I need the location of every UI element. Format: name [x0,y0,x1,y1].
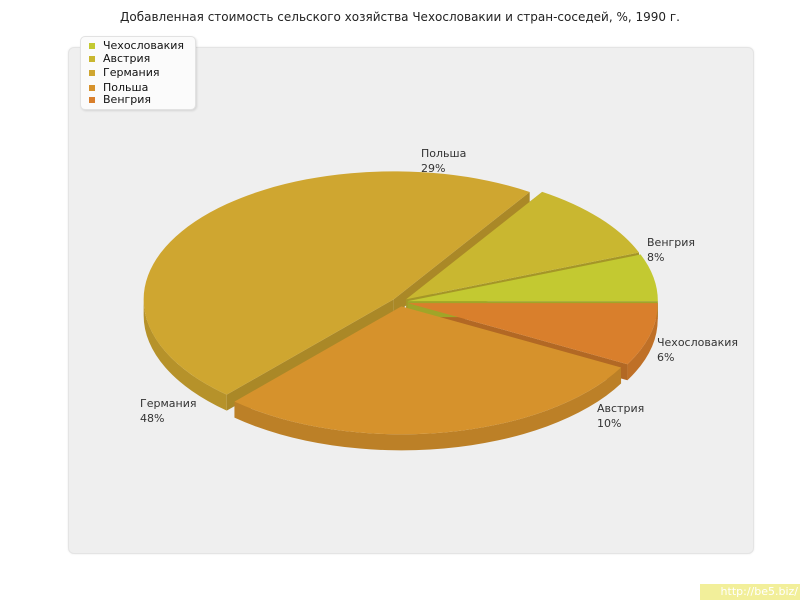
slice-label-value: 29% [421,162,446,175]
chart-title: Добавленная стоимость сельского хозяйств… [120,10,680,24]
slice-label-hungary: Венгрия 8% [647,235,695,265]
slice-label-name: Венгрия [647,236,696,249]
slice-label-austria: Австрия 10% [597,401,644,431]
legend-swatch [89,56,95,62]
legend-label: Польша [103,81,149,94]
slice-label-czechoslovakia: Чехословакия 6% [657,335,738,365]
legend-swatch [89,97,95,103]
slice-label-value: 10% [597,417,622,430]
slice-label-name: Германия [140,397,197,410]
slice-label-value: 48% [140,412,165,425]
slice-label-value: 8% [647,251,665,264]
pie-slice [407,303,658,365]
slice-label-name: Чехословакия [657,336,738,349]
pie-slice [407,254,658,302]
legend-label: Чехословакия [103,39,184,52]
pie-slice [406,191,639,300]
pie-slice-side [234,367,622,451]
slice-label-poland: Польша 29% [421,146,466,176]
legend-label: Австрия [103,52,151,65]
pie-slice [234,306,622,435]
legend-swatch [89,70,95,76]
legend: Чехословакия Австрия Германия Польша Вен… [80,36,196,110]
slice-label-germany: Германия 48% [140,396,196,426]
pie-tops [143,171,658,435]
watermark[interactable]: http://be5.biz/ [700,584,800,600]
legend-label: Венгрия [103,93,152,106]
legend-swatch [89,43,95,49]
pie-slice-side [143,299,227,411]
slice-label-name: Польша [421,147,467,160]
pie-slice [143,171,530,395]
legend-swatch [89,85,95,91]
legend-label: Германия [103,66,160,79]
slice-label-value: 6% [657,351,675,364]
pie-slice-side [627,303,658,381]
slice-label-name: Австрия [597,402,645,415]
